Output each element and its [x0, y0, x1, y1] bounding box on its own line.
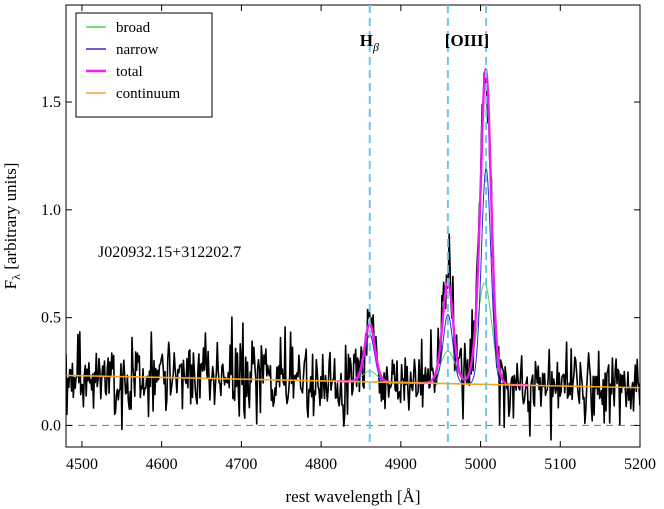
legend-label-narrow: narrow [116, 42, 159, 58]
x-tick-label: 4500 [66, 456, 98, 473]
x-tick-label: 4900 [385, 456, 417, 473]
legend-box [75, 12, 213, 118]
object-name: J020932.15+312202.7 [98, 244, 241, 261]
x-tick-label: 4700 [225, 456, 257, 473]
x-tick-label: 5200 [624, 456, 656, 473]
y-tick-label: 1.5 [41, 94, 61, 111]
series-total [337, 67, 529, 387]
series-observed-spectrum [66, 72, 640, 441]
y-tick-label: 1.0 [41, 202, 61, 219]
y-tick-label: 0.0 [41, 417, 61, 434]
y-axis-label: Fλ [arbitrary units] [1, 163, 23, 290]
legend-label-broad: broad [116, 20, 151, 36]
x-tick-label: 4800 [305, 456, 337, 473]
legend-label-continuum: continuum [116, 86, 180, 102]
x-tick-label: 4600 [146, 456, 178, 473]
series-continuum [66, 374, 640, 389]
series-narrow [337, 167, 529, 386]
label-oiii: [OIII] [445, 31, 489, 50]
x-tick-label: 5000 [465, 456, 497, 473]
y-tick-label: 0.5 [41, 310, 61, 327]
plot-frame [65, 4, 641, 448]
legend-label-total: total [116, 64, 143, 80]
x-axis-label: rest wavelength [Å] [285, 487, 420, 506]
x-tick-label: 5100 [544, 456, 576, 473]
label-hbeta: Hβ [360, 31, 379, 54]
legend: broad narrow total continuum [75, 12, 213, 118]
